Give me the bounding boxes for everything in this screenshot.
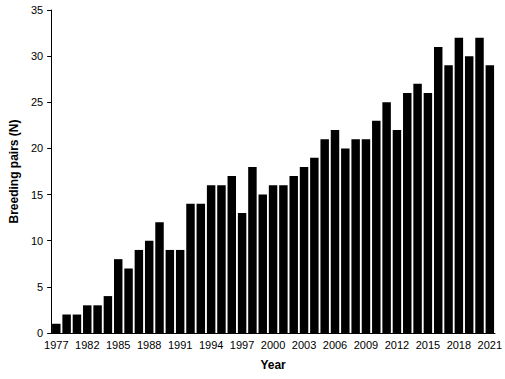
- svg-text:2000: 2000: [261, 339, 285, 351]
- svg-text:25: 25: [31, 96, 43, 108]
- svg-text:1994: 1994: [199, 339, 223, 351]
- svg-text:1997: 1997: [230, 339, 254, 351]
- svg-text:1977: 1977: [44, 339, 68, 351]
- svg-text:5: 5: [37, 281, 43, 293]
- svg-text:15: 15: [31, 189, 43, 201]
- svg-text:2021: 2021: [478, 339, 502, 351]
- svg-text:35: 35: [31, 4, 43, 16]
- svg-text:10: 10: [31, 235, 43, 247]
- svg-text:20: 20: [31, 142, 43, 154]
- svg-text:2012: 2012: [385, 339, 409, 351]
- svg-text:0: 0: [37, 327, 43, 339]
- svg-text:1985: 1985: [106, 339, 130, 351]
- svg-text:1991: 1991: [168, 339, 192, 351]
- svg-text:2003: 2003: [292, 339, 316, 351]
- svg-text:2009: 2009: [354, 339, 378, 351]
- svg-text:30: 30: [31, 50, 43, 62]
- svg-text:1982: 1982: [75, 339, 99, 351]
- svg-text:2006: 2006: [323, 339, 347, 351]
- svg-text:2015: 2015: [416, 339, 440, 351]
- svg-text:Breeding pairs (N): Breeding pairs (N): [7, 119, 21, 223]
- svg-text:Year: Year: [260, 358, 286, 372]
- svg-text:2018: 2018: [447, 339, 471, 351]
- svg-text:1988: 1988: [137, 339, 161, 351]
